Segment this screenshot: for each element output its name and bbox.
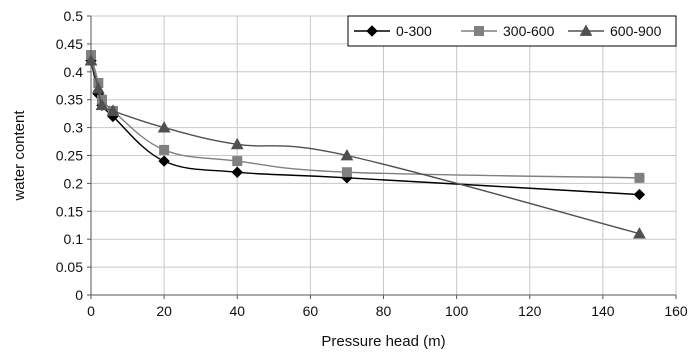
y-tick-label: 0.25 [56, 148, 83, 164]
legend-entry-600-900: 600-900 [568, 23, 662, 39]
y-tick-label: 0.45 [56, 36, 83, 52]
y-tick-label: 0.4 [64, 64, 84, 80]
data-point-0-300-7 [633, 188, 646, 201]
legend-label: 300-600 [503, 23, 555, 39]
x-tick-label: 40 [229, 303, 245, 319]
series-line-600-900 [90, 60, 640, 235]
x-tick-label: 0 [87, 303, 95, 319]
y-axis-title: water content [11, 110, 28, 202]
data-point-300-600-4 [159, 144, 170, 155]
y-tick-label: 0.15 [56, 203, 83, 219]
data-point-0-300-5 [231, 166, 243, 178]
data-point-0-300-4 [158, 155, 170, 167]
x-tick-label: 20 [156, 303, 172, 319]
data-point-600-900-3 [106, 104, 120, 116]
y-tick-label: 0.2 [64, 175, 84, 191]
legend-box [347, 15, 677, 47]
legend-marker-diamond [366, 25, 378, 37]
legend-label: 600-900 [610, 23, 662, 39]
x-tick-label: 100 [445, 303, 469, 319]
data-point-300-600-5 [232, 156, 243, 167]
data-point-600-900-5 [230, 137, 244, 150]
legend-entry-300-600: 300-600 [461, 23, 555, 39]
axis-layer: 0 0.05 0.1 0.15 0.2 0.25 0.3 0.35 0.4 0.45 0.5 0 20 4… [11, 8, 688, 350]
x-tick-label: 80 [376, 303, 392, 319]
data-point-600-900-6 [340, 148, 354, 161]
x-axis-title: Pressure head (m) [321, 333, 445, 350]
y-tick-label: 0 [75, 287, 83, 303]
data-point-600-900-7 [633, 227, 646, 239]
data-point-300-600-7 [634, 172, 645, 183]
y-tick-label: 0.5 [64, 8, 84, 24]
legend-entry-0-300: 0-300 [354, 23, 432, 39]
y-tick-label: 0.3 [64, 120, 84, 136]
data-point-600-900-4 [157, 121, 171, 133]
legend: 0-300 300-600 600-900 [347, 15, 677, 47]
x-tick-label: 140 [591, 303, 615, 319]
y-tick-label: 0.1 [64, 231, 84, 247]
legend-marker-triangle [579, 24, 593, 36]
data-point-600-900-2 [95, 98, 109, 111]
y-tick-label: 0.05 [56, 259, 83, 275]
x-tick-label: 160 [664, 303, 688, 319]
grid-layer [91, 15, 677, 295]
x-tick-label: 120 [518, 303, 542, 319]
legend-label: 0-300 [396, 23, 432, 39]
data-point-300-600-6 [341, 167, 352, 178]
data-point-600-900-1 [91, 82, 105, 94]
y-tick-label: 0.35 [56, 92, 83, 108]
x-tick-label: 60 [303, 303, 319, 319]
legend-marker-square [474, 26, 484, 36]
